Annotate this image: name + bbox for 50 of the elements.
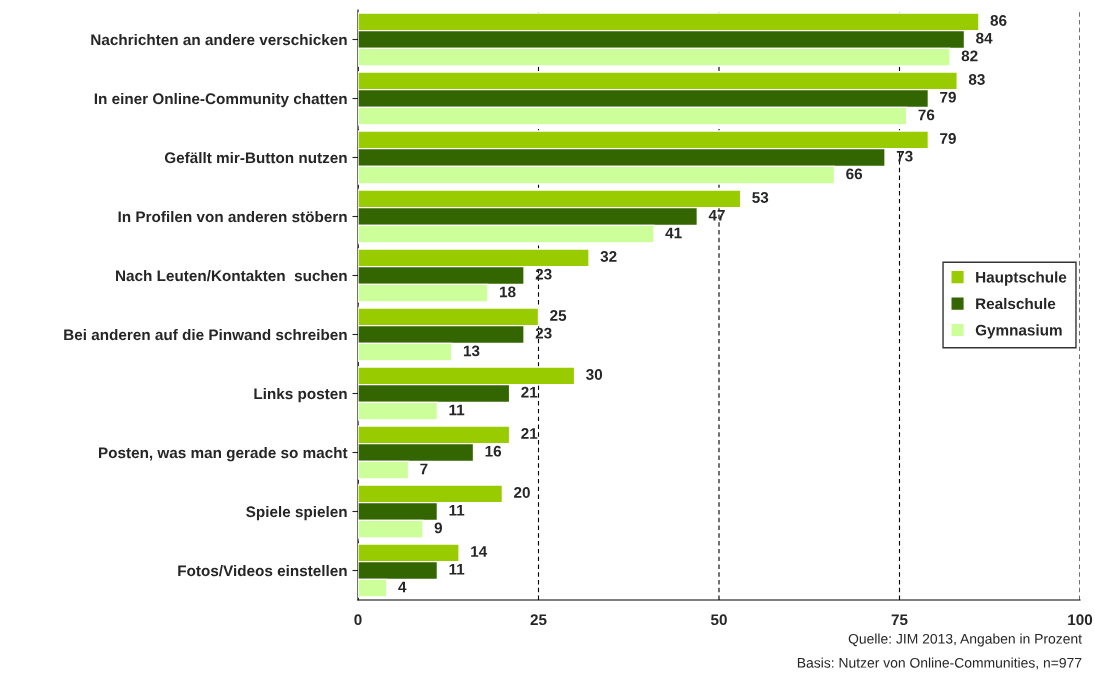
data-label: 4 bbox=[398, 581, 407, 593]
y-tick-label: Posten, was man gerade so macht bbox=[99, 446, 348, 462]
x-tick-label: 75 bbox=[891, 614, 908, 626]
data-label: 11 bbox=[449, 563, 465, 575]
data-label: 66 bbox=[846, 168, 863, 180]
y-tick-label: Nachrichten an andere verschicken bbox=[91, 33, 347, 46]
data-label: 21 bbox=[521, 386, 538, 398]
data-label: 82 bbox=[961, 50, 978, 62]
y-tick-label: Bei anderen auf die Pinwand schreiben bbox=[64, 328, 347, 341]
data-label: 30 bbox=[586, 369, 603, 380]
data-label: 79 bbox=[940, 133, 956, 144]
data-label: 20 bbox=[514, 487, 530, 498]
data-label: 84 bbox=[976, 32, 993, 44]
data-label: 41 bbox=[665, 227, 682, 239]
data-label: 23 bbox=[535, 327, 552, 339]
y-tick-label: Gefällt mir-Button nutzen bbox=[164, 151, 347, 164]
y-tick-label: Links posten bbox=[254, 387, 347, 403]
text: Basis: Nutzer von Online-Communities, n=977 bbox=[797, 657, 1082, 670]
data-label: 11 bbox=[449, 504, 465, 516]
data-label: 9 bbox=[434, 522, 443, 534]
data-label: 47 bbox=[708, 209, 725, 221]
data-label: 25 bbox=[550, 310, 567, 321]
x-tick-label: 100 bbox=[1068, 614, 1093, 626]
y-tick-label: In Profilen von anderen stöbern bbox=[118, 210, 347, 223]
data-label: 14 bbox=[471, 546, 488, 557]
x-tick-label: 0 bbox=[354, 614, 362, 626]
legend-label: Gymnasium bbox=[975, 324, 1062, 339]
data-label: 79 bbox=[940, 91, 956, 103]
x-tick-label: 50 bbox=[710, 614, 727, 626]
source-note: Quelle: JIM 2013, Angaben in Prozent bbox=[848, 633, 1082, 647]
data-label: 73 bbox=[896, 150, 913, 162]
data-label: 53 bbox=[752, 192, 769, 203]
data-label: 13 bbox=[463, 345, 480, 357]
data-label: 86 bbox=[990, 15, 1007, 26]
data-label: 32 bbox=[600, 251, 617, 262]
data-label: 23 bbox=[535, 268, 552, 280]
data-label: 7 bbox=[420, 463, 428, 475]
y-tick-label: Spiele spielen bbox=[246, 505, 347, 521]
data-label: 11 bbox=[449, 404, 465, 416]
x-tick-label: 25 bbox=[530, 614, 547, 626]
data-label: 21 bbox=[521, 428, 538, 439]
data-label: 76 bbox=[918, 109, 935, 121]
legend-label: Realschule bbox=[976, 297, 1056, 310]
data-label: 83 bbox=[968, 74, 985, 85]
y-tick-label: Nach Leuten/Kontakten suchen bbox=[116, 269, 347, 282]
data-label: 16 bbox=[485, 445, 502, 457]
data-label: 18 bbox=[500, 286, 516, 298]
legend-label: Hauptschule bbox=[976, 271, 1067, 286]
y-tick-label: Fotos/Videos einstellen bbox=[178, 564, 347, 577]
y-tick-label: In einer Online-Community chatten bbox=[94, 92, 347, 108]
